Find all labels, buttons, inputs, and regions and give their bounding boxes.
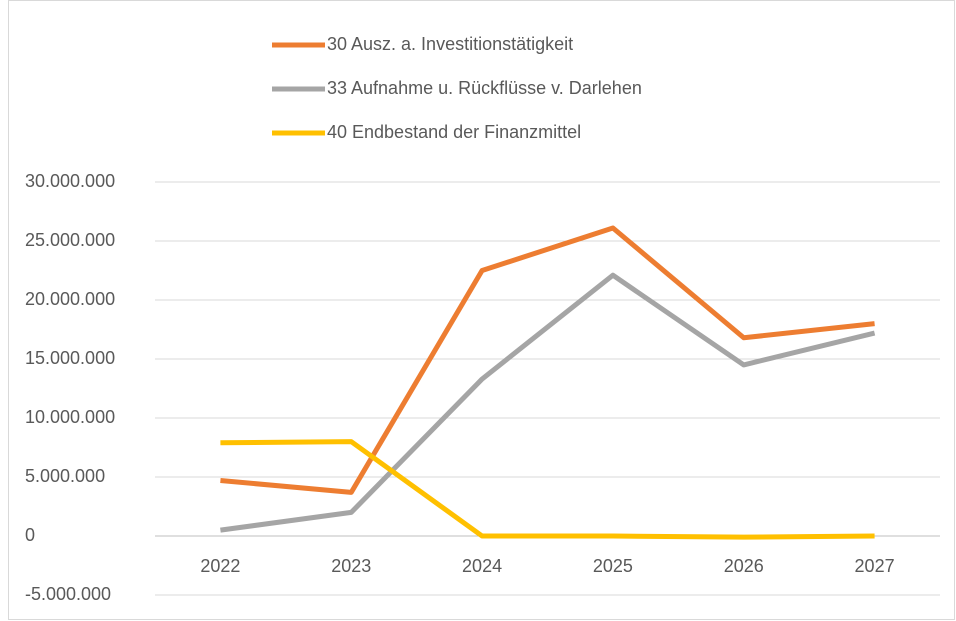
chart-frame	[8, 0, 955, 620]
x-tick-label: 2023	[331, 556, 371, 576]
x-tick-label: 2027	[855, 556, 895, 576]
series-line	[220, 272, 876, 533]
legend-label: 33 Aufnahme u. Rückflüsse v. Darlehen	[327, 78, 642, 98]
y-tick-label: 25.000.000	[25, 230, 115, 250]
y-tick-label: -5.000.000	[25, 584, 111, 604]
series-line	[220, 439, 875, 540]
legend-label: 40 Endbestand der Finanzmittel	[327, 122, 581, 142]
y-tick-label: 0	[25, 525, 35, 545]
x-tick-label: 2025	[593, 556, 633, 576]
series-line	[220, 225, 875, 495]
y-tick-label: 5.000.000	[25, 466, 105, 486]
legend-label: 30 Ausz. a. Investitionstätigkeit	[327, 34, 573, 54]
y-tick-label: 15.000.000	[25, 348, 115, 368]
x-tick-label: 2026	[724, 556, 764, 576]
x-tick-label: 2022	[200, 556, 240, 576]
y-tick-label: 20.000.000	[25, 289, 115, 309]
x-tick-label: 2024	[462, 556, 502, 576]
y-tick-label: 30.000.000	[25, 171, 115, 191]
y-tick-label: 10.000.000	[25, 407, 115, 427]
